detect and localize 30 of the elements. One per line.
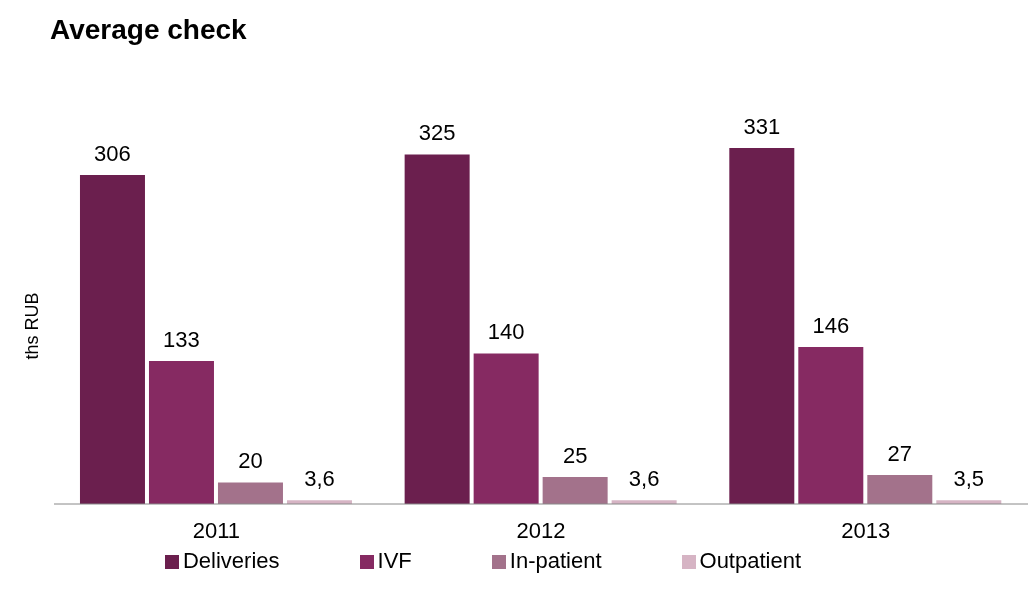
data-label: 325: [418, 120, 456, 146]
x-tick-label: 2012: [516, 517, 566, 543]
chart-title: Average check: [50, 14, 247, 46]
legend-label: In-patient: [509, 548, 602, 573]
legend-label: Deliveries: [182, 548, 280, 573]
x-tick-label: 2013: [841, 517, 891, 543]
data-label: 3,6: [628, 466, 660, 492]
bar: [729, 148, 795, 504]
data-label: 146: [812, 312, 850, 338]
bar: [798, 346, 864, 504]
data-label: 306: [94, 140, 131, 166]
bar: [404, 154, 470, 504]
bar: [867, 474, 933, 504]
data-label: 331: [743, 114, 781, 139]
bar: [79, 174, 145, 504]
x-tick-label: 2011: [192, 517, 240, 543]
bar: [542, 477, 608, 504]
data-label: 140: [487, 319, 525, 345]
data-label: 3,6: [304, 466, 335, 492]
bar: [217, 482, 283, 504]
data-label: 3,5: [953, 466, 985, 492]
legend-label: IVF: [377, 548, 412, 573]
bar: [148, 360, 214, 504]
y-axis-title: ths RUB: [22, 292, 43, 360]
data-label: 25: [562, 443, 588, 469]
data-label: 20: [238, 448, 263, 474]
data-label: 133: [163, 326, 200, 352]
bar: [473, 353, 539, 504]
data-label: 27: [887, 440, 913, 466]
legend-label: Outpatient: [699, 548, 802, 573]
